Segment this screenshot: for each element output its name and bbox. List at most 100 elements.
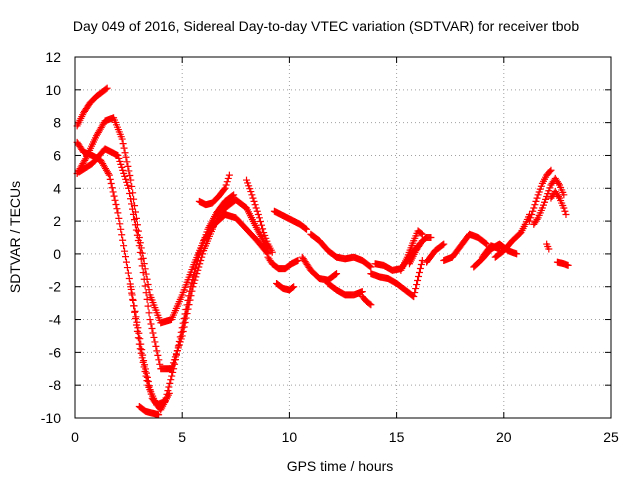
series-arc-19 xyxy=(405,234,435,268)
series-arc-23 xyxy=(491,211,534,261)
data-point xyxy=(144,302,152,310)
data-point xyxy=(136,248,144,256)
data-point xyxy=(103,84,111,92)
data-point xyxy=(140,275,148,283)
plot-frame xyxy=(74,56,612,419)
data-point xyxy=(155,411,163,419)
data-point xyxy=(105,171,113,179)
data-point xyxy=(128,289,136,297)
data-point xyxy=(129,210,137,218)
data-point xyxy=(258,221,266,229)
data-point xyxy=(134,334,142,342)
data-point xyxy=(130,216,138,224)
data-point xyxy=(533,215,541,223)
data-point xyxy=(135,242,143,250)
data-point xyxy=(137,255,145,263)
data-point xyxy=(134,236,142,244)
data-point xyxy=(107,180,115,188)
data-point xyxy=(333,270,341,278)
data-point xyxy=(127,283,135,291)
data-point xyxy=(303,225,311,233)
data-point xyxy=(108,184,116,192)
series-arc-8 xyxy=(243,176,276,256)
series-arc-6 xyxy=(135,403,163,419)
data-point xyxy=(183,301,191,309)
x-tick-label: 15 xyxy=(389,429,405,445)
data-point xyxy=(172,356,180,364)
x-axis-label: GPS time / hours xyxy=(287,458,394,474)
data-point xyxy=(121,247,129,255)
data-point xyxy=(564,261,572,269)
data-point xyxy=(118,231,126,239)
data-point xyxy=(188,279,196,287)
data-point xyxy=(128,200,136,208)
data-point xyxy=(439,241,447,249)
data-point xyxy=(123,178,131,186)
data-point xyxy=(528,211,536,219)
data-point xyxy=(223,178,231,186)
data-point xyxy=(427,234,435,241)
data-point xyxy=(414,277,422,285)
data-point xyxy=(191,268,199,276)
data-point xyxy=(482,239,490,247)
data-point xyxy=(129,189,137,197)
data-point xyxy=(129,295,137,303)
series-arc-25 xyxy=(530,174,568,228)
y-tick-label: 8 xyxy=(53,115,61,131)
data-point xyxy=(104,170,112,178)
data-point xyxy=(123,158,131,166)
series-arc-2 xyxy=(73,138,173,414)
data-point xyxy=(249,194,257,202)
y-tick-label: -6 xyxy=(49,344,62,360)
data-point xyxy=(416,264,424,272)
data-point xyxy=(127,176,135,184)
data-point xyxy=(141,282,149,290)
data-point xyxy=(187,283,195,291)
data-point xyxy=(256,218,264,226)
data-point xyxy=(184,296,192,304)
y-tick-label: -4 xyxy=(49,312,62,328)
data-point xyxy=(146,316,154,324)
data-point xyxy=(367,301,375,309)
y-axis-label: SDTVAR / TECUs xyxy=(7,181,23,293)
data-point xyxy=(121,149,129,157)
data-point xyxy=(225,171,233,179)
data-point xyxy=(180,315,188,323)
data-point xyxy=(496,245,504,253)
data-point xyxy=(545,245,553,253)
data-point xyxy=(149,329,157,337)
data-point xyxy=(181,310,189,318)
data-point xyxy=(177,328,185,336)
data-point xyxy=(531,201,539,209)
data-point xyxy=(561,207,569,215)
axis-ticks xyxy=(74,56,612,419)
data-point xyxy=(106,175,114,183)
data-point xyxy=(533,194,541,202)
data-point xyxy=(139,358,147,366)
series-arc-7 xyxy=(195,171,233,209)
data-point xyxy=(560,204,568,212)
data-point xyxy=(255,214,263,222)
data-point xyxy=(147,320,155,328)
data-point xyxy=(169,368,177,376)
data-point xyxy=(554,179,562,187)
x-tick-label: 25 xyxy=(603,429,619,445)
data-point xyxy=(253,207,261,215)
data-point xyxy=(220,185,228,193)
data-point xyxy=(410,293,418,301)
data-point xyxy=(112,200,120,208)
data-point xyxy=(122,153,130,161)
data-point xyxy=(250,197,258,205)
data-point xyxy=(109,188,117,196)
data-point xyxy=(102,85,110,93)
data-point xyxy=(131,221,139,229)
data-point xyxy=(294,256,302,264)
data-point xyxy=(120,144,128,152)
data-point xyxy=(155,356,163,364)
data-point xyxy=(532,197,540,205)
data-point xyxy=(133,231,141,239)
data-point xyxy=(130,302,138,310)
data-point xyxy=(125,167,133,175)
x-tick-label: 0 xyxy=(71,429,79,445)
data-point xyxy=(415,273,423,281)
